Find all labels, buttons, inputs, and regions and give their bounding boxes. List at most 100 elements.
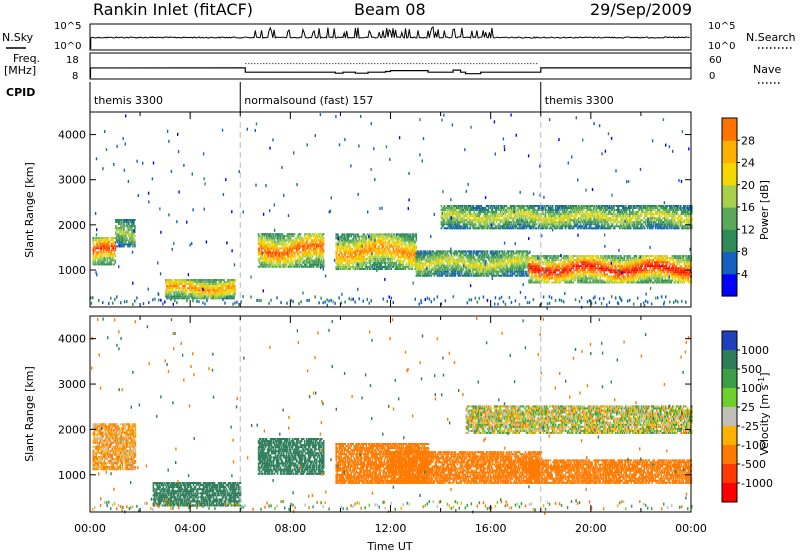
echo-cell xyxy=(312,265,315,268)
echo-cell xyxy=(198,279,200,281)
echo-cell xyxy=(131,219,133,221)
echo-cell xyxy=(462,256,465,259)
echo-cell xyxy=(99,261,102,264)
echo-cell xyxy=(272,247,275,250)
echo-cell xyxy=(486,262,489,265)
echo-cell xyxy=(281,239,284,242)
echo-cell xyxy=(362,243,365,246)
echo-cell xyxy=(283,237,286,240)
echo-cell xyxy=(493,205,496,207)
echo-cell xyxy=(213,279,215,281)
echo-cell xyxy=(176,279,178,281)
echo-cell xyxy=(362,251,365,254)
echo-cell xyxy=(269,257,272,260)
echo-cell xyxy=(395,249,398,252)
echo-cell xyxy=(386,245,389,248)
echo-cell xyxy=(356,247,358,250)
echo-cell xyxy=(526,221,529,224)
echo-cell xyxy=(261,259,264,262)
echo-cell xyxy=(318,261,321,264)
echo-cell xyxy=(100,243,103,246)
echo-cell xyxy=(409,265,412,268)
echo-cell xyxy=(189,293,191,296)
echo-cell xyxy=(271,255,274,258)
echo-cell xyxy=(194,295,196,298)
echo-cell xyxy=(92,263,95,266)
echo-cell xyxy=(118,239,120,242)
echo-cell xyxy=(288,247,291,250)
echo-cell xyxy=(388,245,391,248)
echo-cell xyxy=(288,265,291,268)
echo-cell xyxy=(347,241,349,244)
echo-cell xyxy=(281,257,284,260)
echo-cell xyxy=(221,291,223,294)
echo-cell xyxy=(279,261,282,264)
echo-cell xyxy=(444,215,447,218)
echo-cell xyxy=(217,291,219,294)
echo-region xyxy=(115,219,136,248)
echo-cell xyxy=(170,289,172,292)
echo-cell xyxy=(93,245,96,248)
echo-cell xyxy=(132,245,134,248)
echo-cell xyxy=(398,251,401,254)
echo-cell xyxy=(379,263,382,266)
echo-cell xyxy=(182,289,184,292)
echo-region xyxy=(335,233,418,270)
echo-cell xyxy=(207,283,209,286)
echo-cell xyxy=(165,293,167,296)
echo-cell xyxy=(276,257,279,260)
echo-cell xyxy=(219,295,221,298)
echo-cell xyxy=(308,233,311,236)
echo-cell xyxy=(319,261,322,264)
echo-cell xyxy=(294,237,297,240)
echo-cell xyxy=(131,235,133,238)
echo-cell xyxy=(365,263,368,266)
echo-cell xyxy=(308,251,311,254)
echo-cell xyxy=(314,257,317,260)
echo-cell xyxy=(389,265,392,268)
echo-cell xyxy=(375,233,378,236)
echo-cell xyxy=(322,263,325,266)
echo-cell xyxy=(176,297,178,300)
echo-cell xyxy=(499,211,502,214)
echo-cell xyxy=(259,241,262,244)
echo-cell xyxy=(489,264,492,267)
echo-cell xyxy=(120,231,122,234)
echo-cell xyxy=(367,255,370,258)
echo-cell xyxy=(359,257,361,260)
echo-cell xyxy=(295,261,298,264)
echo-cell xyxy=(450,205,453,207)
echo-cell xyxy=(218,291,220,294)
echo-cell xyxy=(294,263,297,266)
echo-cell xyxy=(369,237,372,240)
echo-cell xyxy=(511,268,514,271)
echo-cell xyxy=(460,272,463,275)
echo-cell xyxy=(180,279,182,281)
echo-cell xyxy=(314,259,317,262)
echo-cell xyxy=(335,235,337,238)
echo-cell xyxy=(123,227,125,230)
echo-cell xyxy=(208,291,210,294)
echo-cell xyxy=(287,257,290,260)
echo-cell xyxy=(275,245,278,248)
echo-cell xyxy=(337,257,339,260)
echo-cell xyxy=(426,250,429,253)
echo-cell xyxy=(456,252,459,255)
echo-cell xyxy=(300,263,303,266)
echo-cell xyxy=(535,215,538,218)
echo-cell xyxy=(398,237,401,240)
echo-cell xyxy=(471,221,474,224)
echo-cell xyxy=(407,247,410,250)
echo-cell xyxy=(492,221,495,224)
echo-cell xyxy=(302,249,305,252)
echo-cell xyxy=(207,293,209,296)
echo-cell xyxy=(399,265,402,268)
echo-cell xyxy=(520,266,523,269)
echo-cell xyxy=(310,265,313,268)
echo-cell xyxy=(317,255,320,258)
echo-cell xyxy=(511,274,514,277)
echo-cell xyxy=(280,239,283,242)
echo-cell xyxy=(261,239,264,242)
echo-cell xyxy=(274,251,277,254)
echo-cell xyxy=(337,265,339,268)
